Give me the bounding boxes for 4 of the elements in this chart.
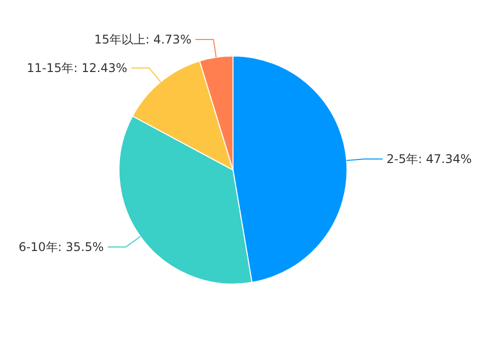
slice-label: 2-5年: 47.34% — [386, 152, 472, 166]
slice-label: 6-10年: 35.5% — [18, 240, 104, 254]
slice-label: 11-15年: 12.43% — [26, 61, 128, 76]
slice-label: 15年以上: 4.73% — [94, 32, 192, 47]
